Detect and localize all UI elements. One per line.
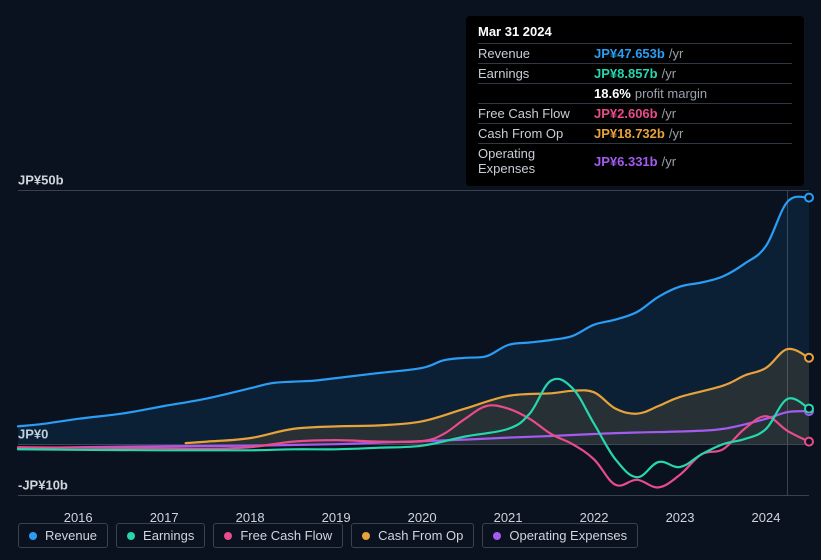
legend-dot-icon [224,532,232,540]
tooltip-row-label: Operating Expenses [478,146,594,176]
legend-item-earnings[interactable]: Earnings [116,523,205,548]
tooltip-row-value: 18.6% [594,86,631,101]
legend-label: Operating Expenses [509,528,627,543]
legend-label: Earnings [143,528,194,543]
tooltip-row-label: Cash From Op [478,126,594,141]
tooltip-row-value: JP¥8.857b [594,66,658,81]
tooltip-row-unit: /yr [662,66,676,81]
chart-legend: Revenue Earnings Free Cash Flow Cash From O… [18,523,638,548]
tooltip-row-value: JP¥6.331b [594,154,658,169]
legend-label: Revenue [45,528,97,543]
legend-label: Free Cash Flow [240,528,332,543]
tooltip-row: 18.6% profit margin [478,83,792,103]
legend-dot-icon [493,532,501,540]
legend-item-cash-from-op[interactable]: Cash From Op [351,523,474,548]
tooltip-row-label: Earnings [478,66,594,81]
legend-dot-icon [362,532,370,540]
tooltip-row: EarningsJP¥8.857b/yr [478,63,792,83]
legend-item-revenue[interactable]: Revenue [18,523,108,548]
tooltip-row-unit: /yr [662,154,676,169]
tooltip-date: Mar 31 2024 [478,24,792,43]
tooltip-row-value: JP¥18.732b [594,126,665,141]
tooltip-row-unit: /yr [669,46,683,61]
tooltip-row-label: Free Cash Flow [478,106,594,121]
tooltip-row-value: JP¥47.653b [594,46,665,61]
legend-item-free-cash-flow[interactable]: Free Cash Flow [213,523,343,548]
legend-dot-icon [29,532,37,540]
tooltip-row: Free Cash FlowJP¥2.606b/yr [478,103,792,123]
tooltip-row-label: Revenue [478,46,594,61]
tooltip-row-unit: profit margin [635,86,707,101]
tooltip-row-unit: /yr [662,106,676,121]
tooltip-row-unit: /yr [669,126,683,141]
tooltip-row-value: JP¥2.606b [594,106,658,121]
tooltip-row: RevenueJP¥47.653b/yr [478,43,792,63]
tooltip-row: Operating ExpensesJP¥6.331b/yr [478,143,792,178]
tooltip-row: Cash From OpJP¥18.732b/yr [478,123,792,143]
chart-tooltip: Mar 31 2024 RevenueJP¥47.653b/yrEarnings… [466,16,804,186]
legend-label: Cash From Op [378,528,463,543]
legend-item-operating-expenses[interactable]: Operating Expenses [482,523,638,548]
legend-dot-icon [127,532,135,540]
